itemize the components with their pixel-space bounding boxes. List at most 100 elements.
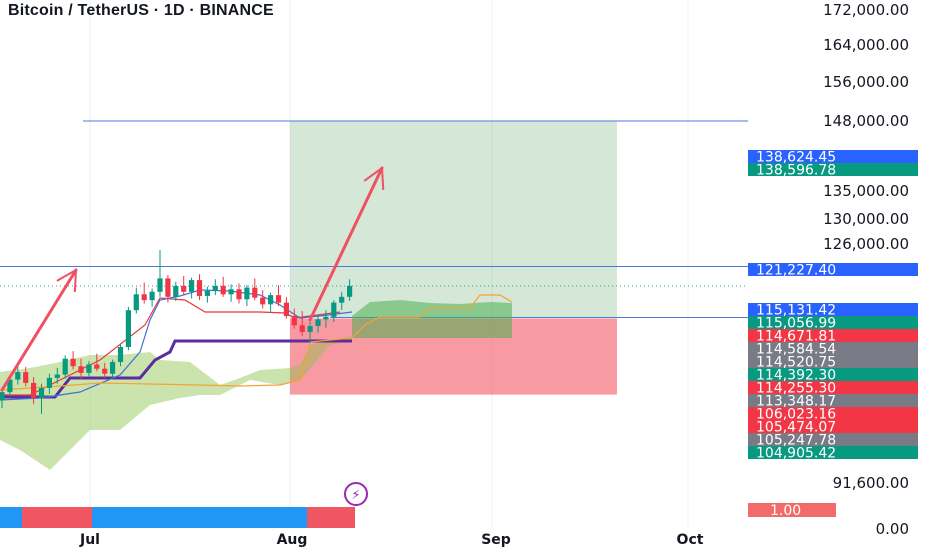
price-tag-label: 114,392.30 [756,368,836,384]
price-tag-label: 105,474.07 [756,420,836,436]
arrow-drawings[interactable] [0,166,385,392]
price-axis[interactable]: 172,000.00 164,000.00 156,000.00 148,000.00… [823,1,909,538]
price-tag-bg [748,342,918,355]
price-tag-label: 105,247.78 [756,433,836,449]
price-tag-label: 114,255.30 [756,381,836,397]
price-tag-label: 121,227.40 [756,263,836,279]
indicator-lines [0,289,513,401]
price-tag-label: 138,624.45 [756,150,836,166]
candle-body [204,290,210,296]
candle-body [46,377,52,388]
ma-line [0,289,353,401]
panel-seg-red-2 [307,507,355,528]
y-tick-label: 91,600.00 [833,474,909,492]
price-tag-label: 114,520.75 [756,355,836,371]
price-tag-bg [748,446,918,459]
candle-body [347,285,353,297]
candle-body [268,295,274,305]
price-tag-label: 138,596.78 [756,163,836,179]
y-tick-label: 156,000.00 [823,73,909,91]
position-tool[interactable] [290,121,617,395]
price-tag-label: 115,131.42 [756,303,836,319]
candle-body [86,364,92,373]
candle-body [133,294,139,311]
y-tick-label: 172,000.00 [823,1,909,19]
price-tag-label: 113,348.17 [756,394,836,410]
x-tick-label: Oct [677,532,704,548]
price-tag-bg [748,355,918,368]
candle-body [141,294,147,301]
candle-body [110,362,116,374]
price-tag-label: 114,671.81 [756,329,836,345]
candle-body [38,387,45,398]
candle-body [339,296,345,303]
y-tick-label: 126,000.00 [823,235,909,253]
candle-body [307,326,313,332]
span-line [0,337,353,391]
candle-body [228,289,234,295]
candle-body [173,285,179,297]
price-tag-bg [748,263,918,276]
candle-body [102,368,108,374]
candle-body [31,382,37,398]
candle-body [23,372,29,383]
candle-body [331,302,337,317]
price-tag-label: 104,905.42 [756,446,836,462]
price-tag-bg [748,394,918,407]
candles [0,249,353,414]
arrow-left[interactable] [0,268,78,392]
price-tag-label: 118,892.46 [756,281,836,297]
price-tag-label: 106,023.16 [756,407,836,423]
arrow-right-head [363,166,385,191]
y-tick-label: 148,000.00 [823,112,909,130]
candle-body [70,358,76,367]
lightning-glyph: ⚡ [351,488,360,503]
candle-body [181,285,187,292]
x-tick-label: Jul [79,532,100,548]
candle-body [283,302,289,317]
price-tag-bg [748,381,918,394]
panel-seg-blue-2 [92,507,307,528]
price-tag-label: 115,056.99 [756,316,836,332]
chart-title: Bitcoin / TetherUS · 1D · BINANCE [8,2,274,19]
price-tag-bg [748,407,918,420]
arrow-left-head [56,268,78,293]
candle-body [94,364,100,369]
time-axis[interactable]: Jul Aug Sep Oct [79,532,704,548]
price-tag-bg [748,150,918,163]
candle-body [157,278,163,292]
candle-body [244,287,250,300]
price-tag-bg [748,433,918,446]
candle-body [196,280,203,296]
lightning-icon [344,482,368,506]
panel-seg-red-1 [22,507,92,528]
candle-body [117,346,124,363]
candle-body [189,280,195,292]
price-tag-bg [748,329,918,342]
arrow-right[interactable] [308,166,384,322]
price-tag-countdown: 07:55:24 [760,291,823,307]
candle-body [212,285,218,291]
candle-body [125,310,131,347]
candle-body [62,358,68,375]
cloud-future [352,300,512,338]
candle-body [299,325,305,332]
price-tag-bg [748,420,918,433]
candle-body [15,372,21,380]
candle-body [165,278,171,297]
candle-body [0,392,5,401]
candle-body [7,379,13,393]
panel-seg-blue-1 [0,507,22,528]
x-tick-label: Aug [277,532,308,548]
indicator-panel: ⚡ [0,482,368,528]
price-tag-bg [748,368,918,381]
candle-body [252,287,258,298]
indicator-tag-bg [748,503,836,517]
price-tag-bg [748,163,918,176]
candle-body [78,366,84,373]
price-tag-bg [748,281,918,303]
candle-body [54,374,60,378]
y-tick-label: 135,000.00 [823,182,909,200]
